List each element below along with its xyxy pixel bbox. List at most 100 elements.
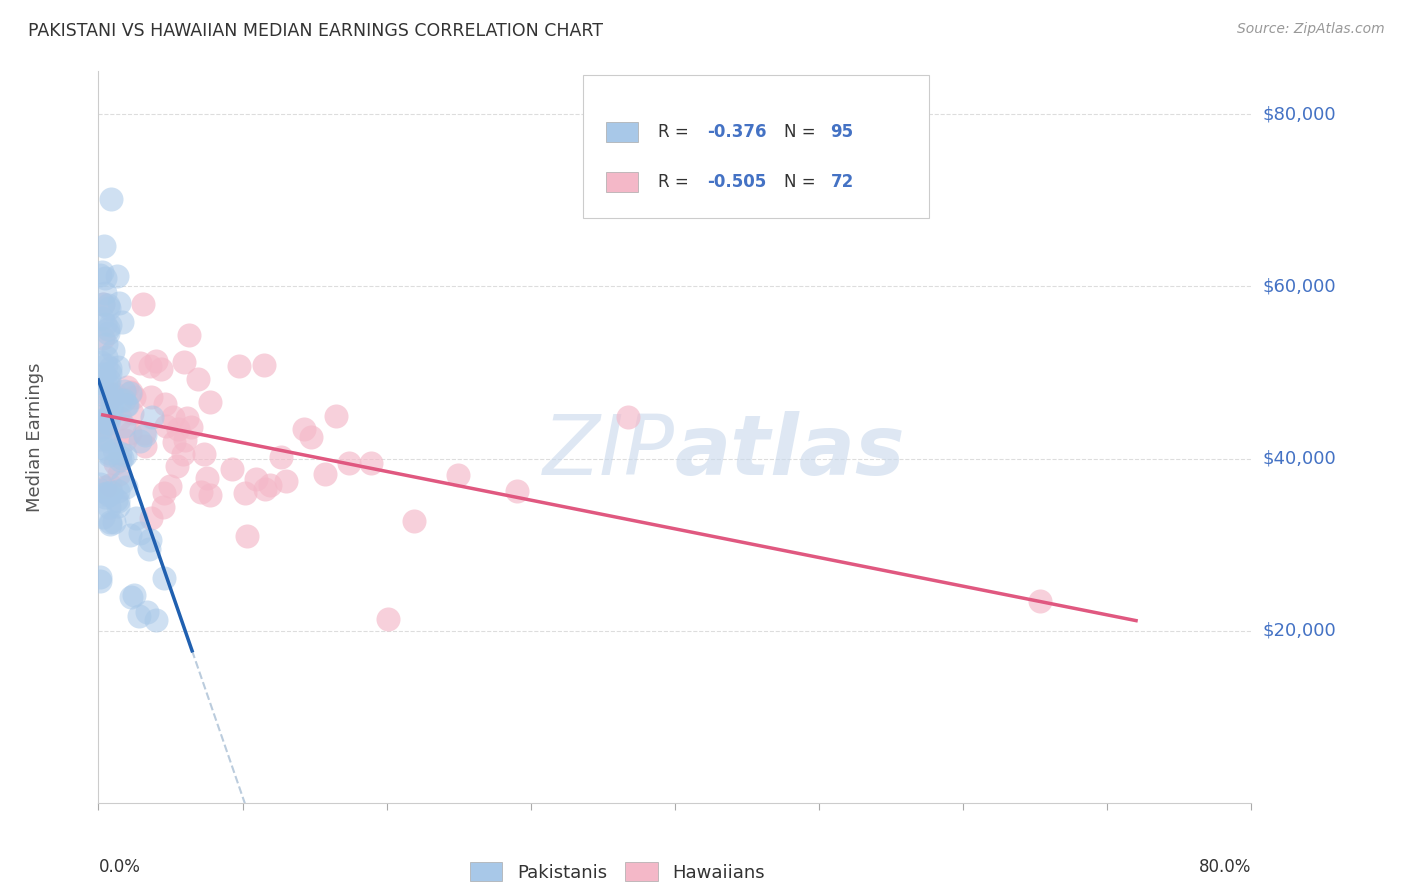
Text: N =: N = [785, 173, 815, 191]
Point [96, 398, 118, 412]
Text: Median Earnings: Median Earnings [25, 362, 44, 512]
Point [91, 331, 114, 345]
Point [221, 462, 243, 476]
Point [325, 409, 347, 423]
Point [131, 296, 153, 310]
Point [1028, 594, 1050, 608]
Point [505, 484, 527, 499]
Point [93, 388, 115, 402]
Point [138, 542, 160, 557]
Point [96, 432, 118, 446]
Point [115, 480, 138, 494]
Text: R =: R = [658, 123, 689, 141]
Point [91, 296, 114, 310]
Point [98, 488, 121, 502]
Point [89, 574, 111, 588]
Point [94, 317, 117, 331]
Point [94, 410, 117, 425]
Point [97, 377, 120, 392]
Bar [606, 172, 638, 193]
Point [145, 613, 167, 627]
Point [110, 393, 132, 408]
Point [100, 401, 122, 415]
Point [134, 439, 156, 453]
Point [103, 442, 125, 457]
Point [124, 588, 146, 602]
Point [98, 301, 121, 315]
Point [100, 484, 122, 499]
Point [112, 392, 135, 407]
Point [292, 422, 315, 436]
Point [98, 434, 121, 449]
Point [89, 414, 111, 428]
Point [91, 510, 114, 524]
Point [360, 456, 382, 470]
Point [93, 441, 115, 455]
Point [100, 516, 122, 531]
Point [167, 422, 190, 436]
Point [149, 362, 172, 376]
Point [89, 483, 111, 498]
Point [103, 515, 125, 529]
Text: -0.376: -0.376 [707, 123, 766, 141]
Point [139, 510, 162, 524]
Point [89, 569, 111, 583]
Point [152, 500, 174, 514]
Point [97, 448, 120, 462]
Point [104, 386, 127, 401]
FancyBboxPatch shape [582, 75, 928, 218]
Text: $80,000: $80,000 [1263, 105, 1336, 123]
Point [190, 485, 212, 500]
Point [121, 406, 143, 420]
Point [155, 396, 177, 410]
Point [93, 420, 115, 434]
Point [176, 411, 198, 425]
Point [89, 423, 111, 437]
Point [108, 467, 131, 482]
Point [124, 390, 146, 404]
Point [91, 416, 114, 430]
Point [135, 605, 157, 619]
Point [259, 478, 281, 492]
Point [94, 350, 117, 364]
Point [110, 411, 132, 425]
Point [96, 337, 118, 351]
Point [228, 359, 250, 373]
Point [402, 514, 425, 528]
Text: PAKISTANI VS HAWAIIAN MEDIAN EARNINGS CORRELATION CHART: PAKISTANI VS HAWAIIAN MEDIAN EARNINGS CO… [28, 22, 603, 40]
Point [132, 425, 155, 440]
Text: R =: R = [658, 173, 689, 191]
Point [103, 389, 125, 403]
Point [162, 434, 184, 449]
Point [96, 486, 118, 500]
Point [90, 384, 112, 399]
Point [107, 493, 129, 508]
Point [174, 434, 197, 448]
Point [93, 490, 115, 504]
Point [270, 450, 292, 465]
Point [89, 268, 111, 283]
Text: 95: 95 [831, 123, 853, 141]
Point [253, 483, 276, 497]
Point [101, 343, 124, 358]
Point [125, 510, 148, 524]
Point [108, 295, 131, 310]
Point [337, 456, 360, 470]
Point [162, 410, 184, 425]
Point [97, 322, 120, 336]
Point [91, 297, 114, 311]
Point [91, 486, 114, 500]
Point [94, 429, 117, 443]
Point [153, 571, 176, 585]
Point [377, 612, 399, 626]
Point [141, 409, 163, 424]
Point [94, 270, 117, 285]
Point [97, 326, 120, 341]
Point [138, 359, 160, 374]
Point [104, 456, 127, 470]
Point [120, 385, 142, 400]
Point [89, 432, 111, 446]
Point [96, 359, 118, 373]
Point [114, 448, 136, 462]
Point [159, 479, 181, 493]
